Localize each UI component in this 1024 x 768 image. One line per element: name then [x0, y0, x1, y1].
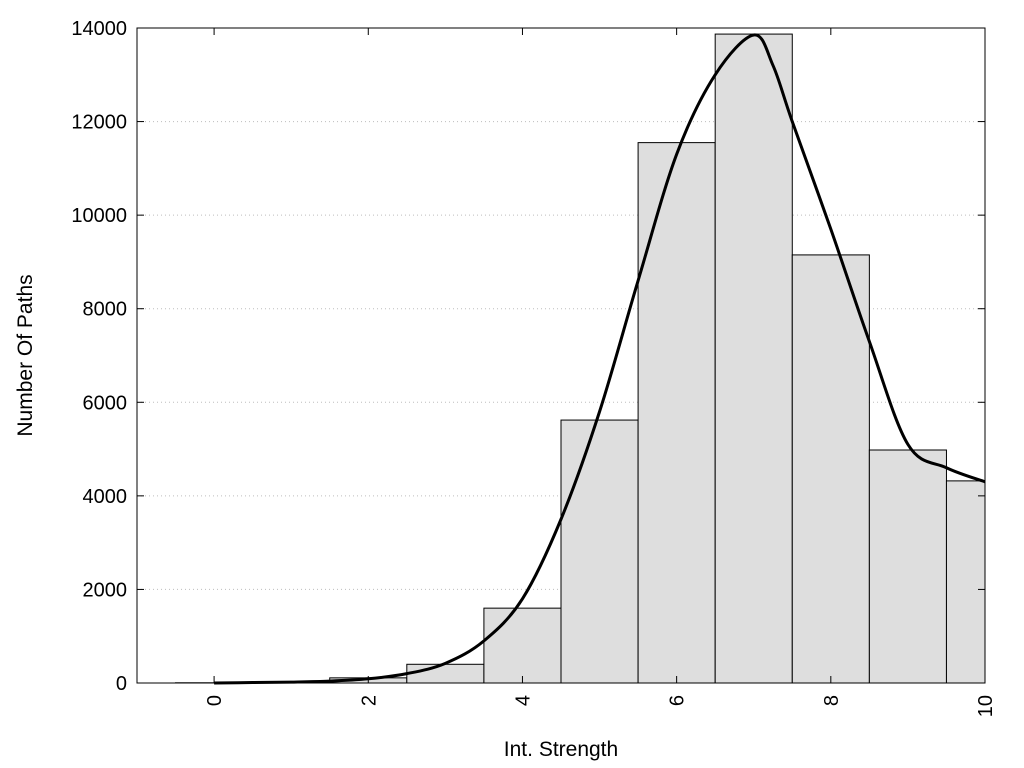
histogram-bar: [714, 33, 793, 683]
histogram-bar: [560, 419, 639, 683]
axes: 0 2000 4000 6000 8000 10000 12000 14000 0 2 4 6 8 10: [71, 18, 997, 717]
y-tick-label: 2000: [83, 579, 128, 601]
histogram-bar: [868, 449, 947, 683]
x-tick-label: 4: [512, 695, 534, 706]
x-tick-label: 10: [975, 695, 997, 717]
x-tick-label: 2: [358, 695, 380, 706]
x-tick-label: 8: [821, 695, 843, 706]
histogram-bar: [637, 142, 716, 683]
plot-frame: [136, 27, 986, 684]
y-tick-label: 14000: [71, 18, 127, 40]
histogram-bar: [483, 607, 562, 683]
y-tick-label: 6000: [83, 392, 128, 414]
histogram-bar: [406, 663, 485, 683]
y-tick-label: 10000: [71, 205, 127, 227]
y-tick-label: 8000: [83, 299, 128, 321]
histogram-bars: [175, 33, 985, 683]
y-tick-label: 4000: [83, 486, 128, 508]
y-tick-label: 12000: [71, 112, 127, 134]
x-tick-label: 6: [667, 695, 689, 706]
y-axis-label: Number Of Paths: [14, 274, 37, 436]
x-axis-label: Int. Strength: [504, 738, 618, 761]
y-tick-label: 0: [116, 673, 127, 695]
histogram-bar: [791, 254, 870, 683]
x-tick-label: 0: [204, 695, 226, 706]
